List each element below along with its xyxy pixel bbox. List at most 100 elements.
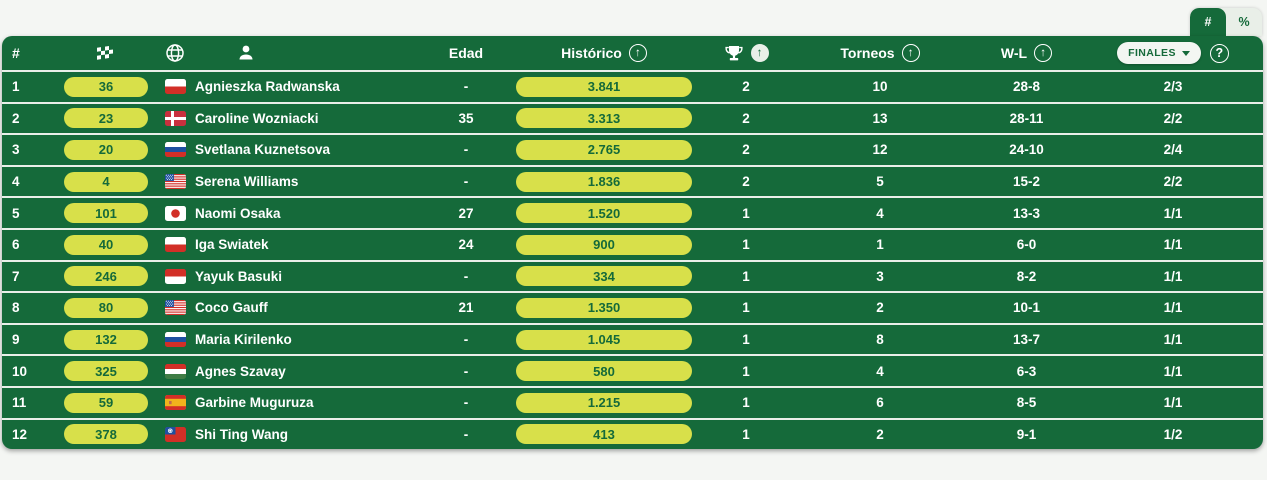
- player-row: 9 132 Maria Kirilenko - 1.045 1 8 13-7 1…: [2, 322, 1263, 355]
- ranking-cell: 40: [52, 230, 160, 260]
- tab-numbers[interactable]: #: [1190, 8, 1226, 36]
- age-cell: 21: [458, 300, 474, 316]
- wl-cell: 10-1: [1012, 300, 1041, 316]
- country-cell: [160, 135, 190, 165]
- country-cell: [160, 262, 190, 292]
- ranking-cell: 20: [52, 135, 160, 165]
- finales-cell: 2/4: [1163, 142, 1183, 158]
- wl-cell: 13-7: [1012, 332, 1041, 348]
- position-cell: 1: [12, 79, 20, 95]
- country-cell: [160, 388, 190, 418]
- historico-cell: 900: [506, 230, 702, 260]
- ranking-cell: 378: [52, 420, 160, 450]
- wl-cell: 28-11: [1009, 110, 1044, 126]
- player-name: Agnes Szavay: [195, 363, 286, 379]
- player-row: 5 101 Naomi Osaka 27 1.520 1 4 13-3 1/1: [2, 196, 1263, 228]
- age-cell: 27: [458, 205, 474, 221]
- finales-cell: 1/1: [1163, 332, 1183, 348]
- player-name: Shi Ting Wang: [195, 426, 288, 442]
- sort-historico-button[interactable]: ↑: [628, 44, 647, 62]
- globe-icon: [165, 43, 185, 63]
- help-icon[interactable]: ?: [1209, 43, 1229, 63]
- torneos-cell: 3: [876, 268, 884, 284]
- historico-cell: 1.045: [506, 325, 702, 355]
- sort-wl-button[interactable]: ↑: [1034, 44, 1053, 62]
- finales-dropdown[interactable]: FINALES: [1117, 42, 1201, 64]
- position-cell: 2: [12, 110, 20, 126]
- finales-cell: 1/2: [1163, 426, 1183, 442]
- historico-badge: 3.841: [516, 76, 692, 97]
- finales-cell: 1/1: [1163, 268, 1183, 284]
- torneos-cell: 6: [876, 395, 884, 411]
- tab-percent[interactable]: %: [1238, 15, 1250, 29]
- sort-titles-button[interactable]: ↑: [750, 44, 769, 62]
- finales-cell: 1/1: [1163, 205, 1183, 221]
- ranking-badge: 132: [64, 329, 148, 350]
- country-cell: [160, 325, 190, 355]
- wl-cell: 8-5: [1016, 395, 1037, 411]
- player-name: Agnieszka Radwanska: [195, 79, 340, 95]
- position-cell: 6: [12, 237, 20, 253]
- player-name: Garbine Muguruza: [195, 395, 314, 411]
- finales-cell: 1/1: [1163, 395, 1183, 411]
- table-body: 1 36 Agnieszka Radwanska - 3.841 2 10 28…: [2, 70, 1263, 449]
- historico-cell: 413: [506, 420, 702, 450]
- country-cell: [160, 72, 190, 102]
- player-row: 10 325 Agnes Szavay - 580 1 4 6-3 1/1: [2, 354, 1263, 386]
- player-row: 4 4 Serena Williams - 1.836 2 5 15-2 2/2: [2, 164, 1263, 197]
- flag-us-icon: [164, 174, 186, 190]
- position-cell: 4: [12, 174, 20, 190]
- wl-cell: 28-8: [1012, 79, 1041, 95]
- ranking-badge: 59: [64, 392, 148, 413]
- historico-cell: 3.841: [506, 72, 702, 102]
- flag-pl-icon: [164, 237, 186, 253]
- player-name: Yayuk Basuki: [195, 268, 283, 284]
- ranking-cell: 23: [52, 104, 160, 134]
- view-tabs: #%: [1190, 8, 1262, 36]
- age-cell: -: [463, 268, 469, 284]
- titles-cell: 1: [742, 426, 750, 442]
- ranking-table: # Edad Histórico ↑: [2, 36, 1263, 450]
- flag-jp-icon: [164, 205, 186, 221]
- column-header-titles: ↑: [702, 36, 790, 70]
- ranking-cell: 325: [52, 356, 160, 386]
- titles-cell: 1: [742, 332, 750, 348]
- position-cell: 9: [12, 332, 20, 348]
- age-cell: -: [463, 332, 469, 348]
- ranking-badge: 101: [64, 203, 148, 224]
- historico-cell: 580: [506, 356, 702, 386]
- column-header-historico: Histórico ↑: [506, 36, 702, 70]
- age-cell: 35: [458, 110, 474, 126]
- player-name: Svetlana Kuznetsova: [195, 142, 331, 158]
- titles-cell: 1: [742, 237, 750, 253]
- person-icon: [237, 44, 255, 62]
- torneos-cell: 4: [876, 205, 884, 221]
- ranking-badge: 378: [64, 424, 148, 445]
- trophy-icon: [724, 45, 744, 62]
- sort-torneos-button[interactable]: ↑: [901, 44, 920, 62]
- age-cell: 24: [458, 237, 474, 253]
- flag-es-icon: [164, 395, 186, 411]
- historico-badge: 900: [516, 234, 692, 255]
- titles-cell: 1: [742, 268, 750, 284]
- player-name: Caroline Wozniacki: [195, 110, 319, 126]
- player-name: Naomi Osaka: [195, 205, 281, 221]
- historico-cell: 1.350: [506, 293, 702, 323]
- player-row: 8 80 Coco Gauff 21 1.350 1 2 10-1 1/1: [2, 291, 1263, 323]
- torneos-cell: 8: [876, 332, 884, 348]
- historico-badge: 413: [516, 424, 692, 445]
- historico-cell: 1.215: [506, 388, 702, 418]
- column-header-wl: W-L ↑: [970, 36, 1083, 70]
- flag-id-icon: [164, 268, 186, 284]
- historico-badge: 1.215: [516, 392, 692, 413]
- table-header: # Edad Histórico ↑: [2, 36, 1263, 70]
- wl-cell: 13-3: [1012, 205, 1041, 221]
- finales-cell: 1/1: [1163, 237, 1183, 253]
- age-cell: -: [463, 395, 469, 411]
- torneos-cell: 5: [876, 174, 884, 190]
- player-name: Iga Swiatek: [195, 237, 269, 253]
- titles-cell: 1: [742, 300, 750, 316]
- finales-cell: 2/2: [1163, 110, 1183, 126]
- country-cell: [160, 104, 190, 134]
